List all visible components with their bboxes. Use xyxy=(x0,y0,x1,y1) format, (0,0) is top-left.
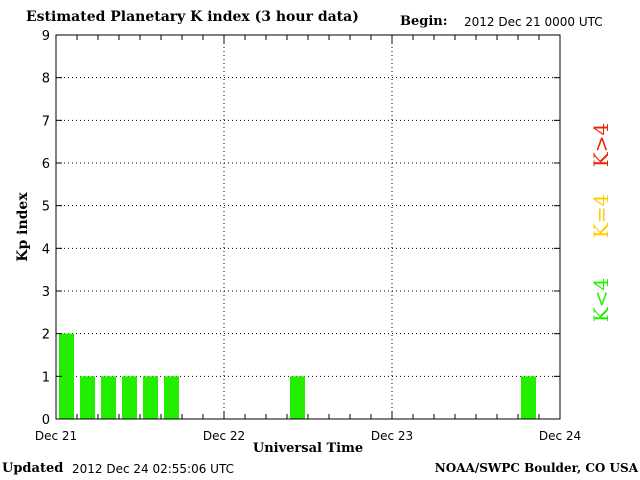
x-tick-label-0: Dec 21 xyxy=(35,429,77,443)
kp-bar-1 xyxy=(80,376,95,419)
kp-bar-2 xyxy=(101,376,116,419)
y-tick-label-4: 4 xyxy=(42,242,50,257)
updated-label: Updated xyxy=(2,461,64,476)
y-tick-labels: 0 1 2 3 4 5 6 7 8 9 xyxy=(42,29,50,428)
legend-item-2: K>4 xyxy=(589,123,613,167)
kp-bar-3 xyxy=(122,376,137,419)
y-tick-label-2: 2 xyxy=(42,328,50,343)
begin-label: Begin: xyxy=(400,14,448,29)
ticks xyxy=(55,34,561,420)
y-tick-label-9: 9 xyxy=(42,29,50,44)
y-tick-label-5: 5 xyxy=(42,200,50,215)
credit-text: NOAA/SWPC Boulder, CO USA xyxy=(434,461,638,475)
kp-bar-11 xyxy=(290,376,305,419)
legend: K<4 K=4 K>4 xyxy=(589,123,613,322)
y-tick-label-8: 8 xyxy=(42,72,50,87)
x-tick-label-3: Dec 24 xyxy=(539,429,581,443)
kp-bar-0 xyxy=(59,333,74,419)
kp-bar-22 xyxy=(521,376,536,419)
y-axis-label: Kp index xyxy=(15,192,31,262)
x-axis-label: Universal Time xyxy=(253,441,363,456)
updated-value: 2012 Dec 24 02:55:06 UTC xyxy=(72,462,234,476)
legend-item-0: K<4 xyxy=(589,278,613,322)
y-tick-label-6: 6 xyxy=(42,157,50,172)
grid-lines xyxy=(56,35,560,419)
bars xyxy=(59,333,536,419)
plot-frame xyxy=(55,34,561,420)
y-tick-label-3: 3 xyxy=(42,285,50,300)
kp-bar-5 xyxy=(164,376,179,419)
kp-bar-4 xyxy=(143,376,158,419)
y-tick-label-0: 0 xyxy=(42,413,50,428)
x-tick-label-1: Dec 22 xyxy=(203,429,245,443)
y-tick-label-1: 1 xyxy=(42,370,50,385)
begin-value: 2012 Dec 21 0000 UTC xyxy=(464,15,603,29)
chart-title: Estimated Planetary K index (3 hour data… xyxy=(26,9,359,25)
x-tick-label-2: Dec 23 xyxy=(371,429,413,443)
legend-item-1: K=4 xyxy=(589,194,613,238)
y-tick-label-7: 7 xyxy=(42,114,50,129)
x-tick-labels: Dec 21 Dec 22 Dec 23 Dec 24 xyxy=(35,429,581,443)
